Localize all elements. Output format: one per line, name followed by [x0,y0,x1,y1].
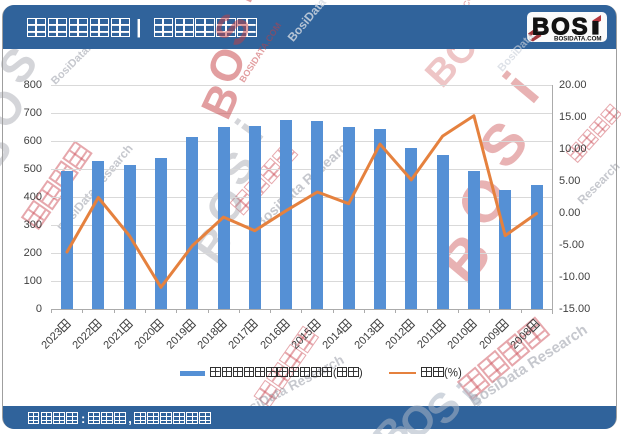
svg-text:BOS: BOS [532,14,589,41]
svg-text:BOSIDATA.COM: BOSIDATA.COM [554,36,602,43]
